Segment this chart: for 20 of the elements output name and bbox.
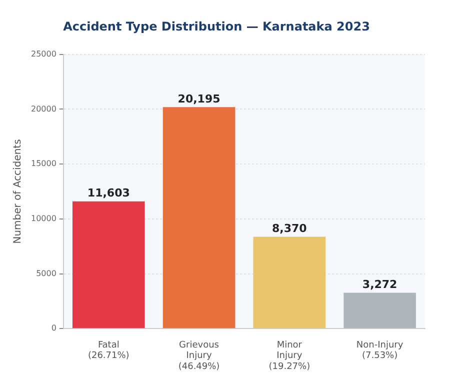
- bar: [344, 292, 416, 328]
- data-label: 20,195: [178, 92, 220, 106]
- bar: [162, 107, 236, 328]
- x-tick-label: Minor Injury (19.27%): [268, 340, 310, 372]
- x-tick-label: Non-Injury (7.53%): [356, 340, 404, 362]
- bar: [72, 201, 145, 328]
- y-tick-label: 0: [51, 324, 56, 333]
- x-tick-label: Fatal (26.71%): [88, 340, 130, 362]
- bar: [253, 236, 326, 328]
- data-label: 3,272: [362, 278, 398, 292]
- y-tick-label: 15000: [30, 159, 56, 168]
- y-axis-title: Number of Accidents: [12, 139, 24, 244]
- y-tick-label: 5000: [36, 268, 56, 278]
- data-label: 11,603: [87, 186, 130, 200]
- y-tick-label: 25000: [30, 49, 56, 58]
- data-label: 8,370: [272, 222, 308, 236]
- chart-title: Accident Type Distribution — Karnataka 2023: [63, 19, 370, 34]
- y-tick-label: 20000: [30, 104, 56, 114]
- y-tick-label: 10000: [30, 214, 56, 223]
- x-tick-label: Grievous Injury (46.49%): [178, 340, 220, 372]
